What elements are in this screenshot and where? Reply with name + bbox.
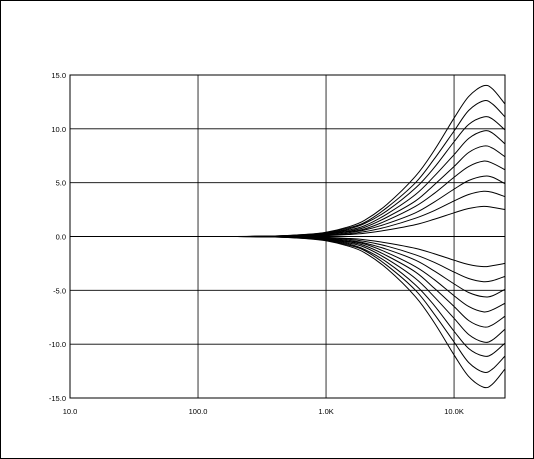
series-line-19 (70, 235, 506, 389)
y-tick-label: 5.0 (56, 179, 66, 188)
series-line-2 (70, 100, 506, 238)
series-line-18 (70, 235, 506, 373)
series-line-3 (70, 116, 506, 238)
series-line-16 (70, 235, 506, 343)
series-group (70, 84, 506, 389)
y-axis-ticks: 15.0 10.0 5.0 0.0 -5.0 -10.0 -15.0 (49, 71, 66, 403)
x-tick-label: 100.0 (189, 407, 208, 416)
y-tick-label: 15.0 (51, 71, 66, 80)
series-line-13 (70, 235, 506, 298)
y-tick-label: -5.0 (53, 286, 66, 295)
series-line-9 (70, 205, 506, 238)
y-tick-label: 10.0 (51, 125, 66, 134)
y-tick-label: -10.0 (49, 340, 66, 349)
series-line-7 (70, 175, 506, 238)
series-line-5 (70, 145, 506, 238)
x-axis-ticks: 10.0 100.0 1.0K 10.0K (63, 407, 464, 416)
series-line-17 (70, 235, 506, 357)
series-line-15 (70, 235, 506, 328)
x-tick-label: 10.0 (63, 407, 78, 416)
x-tick-label: 10.0K (444, 407, 464, 416)
plot-area-border (69, 74, 506, 399)
series-line-11 (70, 235, 506, 268)
series-line-4 (70, 130, 506, 238)
y-tick-label: 0.0 (56, 233, 66, 242)
x-tick-label: 1.0K (318, 407, 333, 416)
y-tick-label: -15.0 (49, 394, 66, 403)
